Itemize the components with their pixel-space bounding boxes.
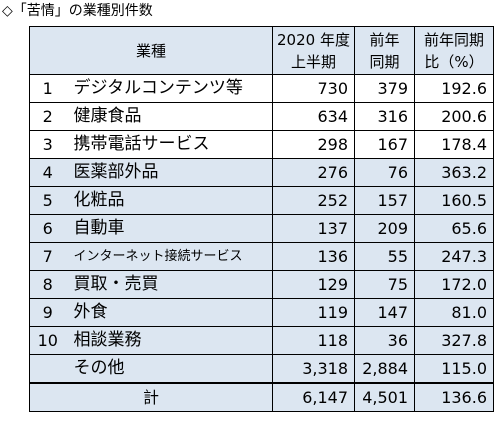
total-first-half: 6,147 (272, 382, 355, 412)
row-industry: デジタルコンテンツ等 (65, 74, 273, 103)
row-first-half: 252 (272, 186, 355, 215)
row-rank: 9 (29, 298, 66, 327)
table-row: その他 3,318 2,884 115.0 (29, 354, 494, 384)
table-row: 7 インターネット接続サービス 136 55 247.3 (29, 242, 494, 271)
row-first-half: 276 (272, 158, 355, 187)
table-row: 1 デジタルコンテンツ等 730 379 192.6 (29, 74, 494, 103)
row-industry: 携帯電話サービス (65, 130, 273, 159)
row-industry: インターネット接続サービス (65, 242, 273, 271)
header-first-half-line2: 上半期 (290, 52, 336, 71)
table-row: 9 外食 119 147 81.0 (29, 298, 494, 327)
header-first-half: 2020 年度 上半期 (272, 26, 355, 75)
row-prev-year: 379 (354, 74, 415, 103)
row-rank: 3 (29, 130, 66, 159)
row-first-half: 129 (272, 270, 355, 299)
table-row: 5 化粧品 252 157 160.5 (29, 186, 494, 215)
row-prev-year: 36 (354, 326, 415, 355)
row-yoy-ratio: 172.0 (414, 270, 494, 299)
complaints-by-industry-table: 業種 2020 年度 上半期 前年 同期 前年同期 比（%） 1 デジタルコンテ… (29, 26, 494, 412)
row-first-half: 634 (272, 102, 355, 131)
row-yoy-ratio: 160.5 (414, 186, 494, 215)
total-label: 計 (29, 382, 273, 412)
row-rank: 8 (29, 270, 66, 299)
total-yoy-ratio: 136.6 (414, 382, 494, 412)
row-prev-year: 209 (354, 214, 415, 243)
header-prev-year: 前年 同期 (354, 26, 415, 75)
row-first-half: 298 (272, 130, 355, 159)
row-industry: 相談業務 (65, 326, 273, 355)
row-yoy-ratio: 115.0 (414, 354, 494, 384)
row-industry: その他 (65, 354, 273, 384)
row-rank: 4 (29, 158, 66, 187)
row-rank: 10 (29, 326, 66, 355)
row-prev-year: 147 (354, 298, 415, 327)
total-prev-year: 4,501 (354, 382, 415, 412)
row-yoy-ratio: 247.3 (414, 242, 494, 271)
header-industry: 業種 (29, 26, 273, 75)
row-prev-year: 167 (354, 130, 415, 159)
row-industry: 自動車 (65, 214, 273, 243)
row-yoy-ratio: 363.2 (414, 158, 494, 187)
row-industry: 外食 (65, 298, 273, 327)
row-first-half: 3,318 (272, 354, 355, 384)
header-yoy-ratio-line1: 前年同期 (423, 30, 484, 49)
table-row: 10 相談業務 118 36 327.8 (29, 326, 494, 355)
table-row: 8 買取・売買 129 75 172.0 (29, 270, 494, 299)
row-prev-year: 75 (354, 270, 415, 299)
row-first-half: 137 (272, 214, 355, 243)
row-prev-year: 2,884 (354, 354, 415, 384)
header-prev-year-line1: 前年 (369, 30, 400, 49)
row-industry: 化粧品 (65, 186, 273, 215)
row-rank: 6 (29, 214, 66, 243)
page-title: ◇「苦情」の業種別件数 (2, 3, 153, 19)
table-row: 4 医薬部外品 276 76 363.2 (29, 158, 494, 187)
table-row: 6 自動車 137 209 65.6 (29, 214, 494, 243)
row-first-half: 119 (272, 298, 355, 327)
row-yoy-ratio: 200.6 (414, 102, 494, 131)
row-yoy-ratio: 192.6 (414, 74, 494, 103)
header-yoy-ratio-line2: 比（%） (424, 52, 484, 71)
row-rank: 7 (29, 242, 66, 271)
header-prev-year-line2: 同期 (369, 52, 400, 71)
header-yoy-ratio: 前年同期 比（%） (414, 26, 494, 75)
row-industry: 医薬部外品 (65, 158, 273, 187)
row-rank: 5 (29, 186, 66, 215)
total-row: 計 6,147 4,501 136.6 (29, 382, 494, 412)
row-prev-year: 316 (354, 102, 415, 131)
row-industry: 健康食品 (65, 102, 273, 131)
row-first-half: 730 (272, 74, 355, 103)
row-yoy-ratio: 65.6 (414, 214, 494, 243)
header-first-half-line1: 2020 年度 (277, 30, 350, 49)
row-yoy-ratio: 81.0 (414, 298, 494, 327)
row-prev-year: 157 (354, 186, 415, 215)
table-row: 3 携帯電話サービス 298 167 178.4 (29, 130, 494, 159)
row-rank: 2 (29, 102, 66, 131)
row-first-half: 118 (272, 326, 355, 355)
row-rank (29, 354, 66, 384)
table-header-row: 業種 2020 年度 上半期 前年 同期 前年同期 比（%） (29, 26, 494, 75)
row-yoy-ratio: 327.8 (414, 326, 494, 355)
row-prev-year: 55 (354, 242, 415, 271)
row-industry: 買取・売買 (65, 270, 273, 299)
row-yoy-ratio: 178.4 (414, 130, 494, 159)
row-first-half: 136 (272, 242, 355, 271)
row-prev-year: 76 (354, 158, 415, 187)
table-row: 2 健康食品 634 316 200.6 (29, 102, 494, 131)
row-rank: 1 (29, 74, 66, 103)
